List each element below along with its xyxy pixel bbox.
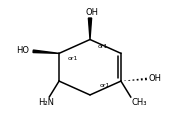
- Text: OH: OH: [85, 8, 98, 17]
- Polygon shape: [88, 18, 92, 39]
- Text: or1: or1: [100, 83, 110, 88]
- Text: HO: HO: [17, 46, 30, 55]
- Text: H₂N: H₂N: [38, 98, 54, 107]
- Text: or1: or1: [68, 56, 78, 61]
- Text: CH₃: CH₃: [132, 98, 147, 107]
- Text: or1: or1: [98, 44, 108, 49]
- Polygon shape: [33, 50, 59, 53]
- Text: OH: OH: [149, 74, 162, 83]
